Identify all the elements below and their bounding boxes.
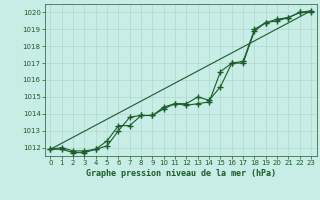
- X-axis label: Graphe pression niveau de la mer (hPa): Graphe pression niveau de la mer (hPa): [86, 169, 276, 178]
